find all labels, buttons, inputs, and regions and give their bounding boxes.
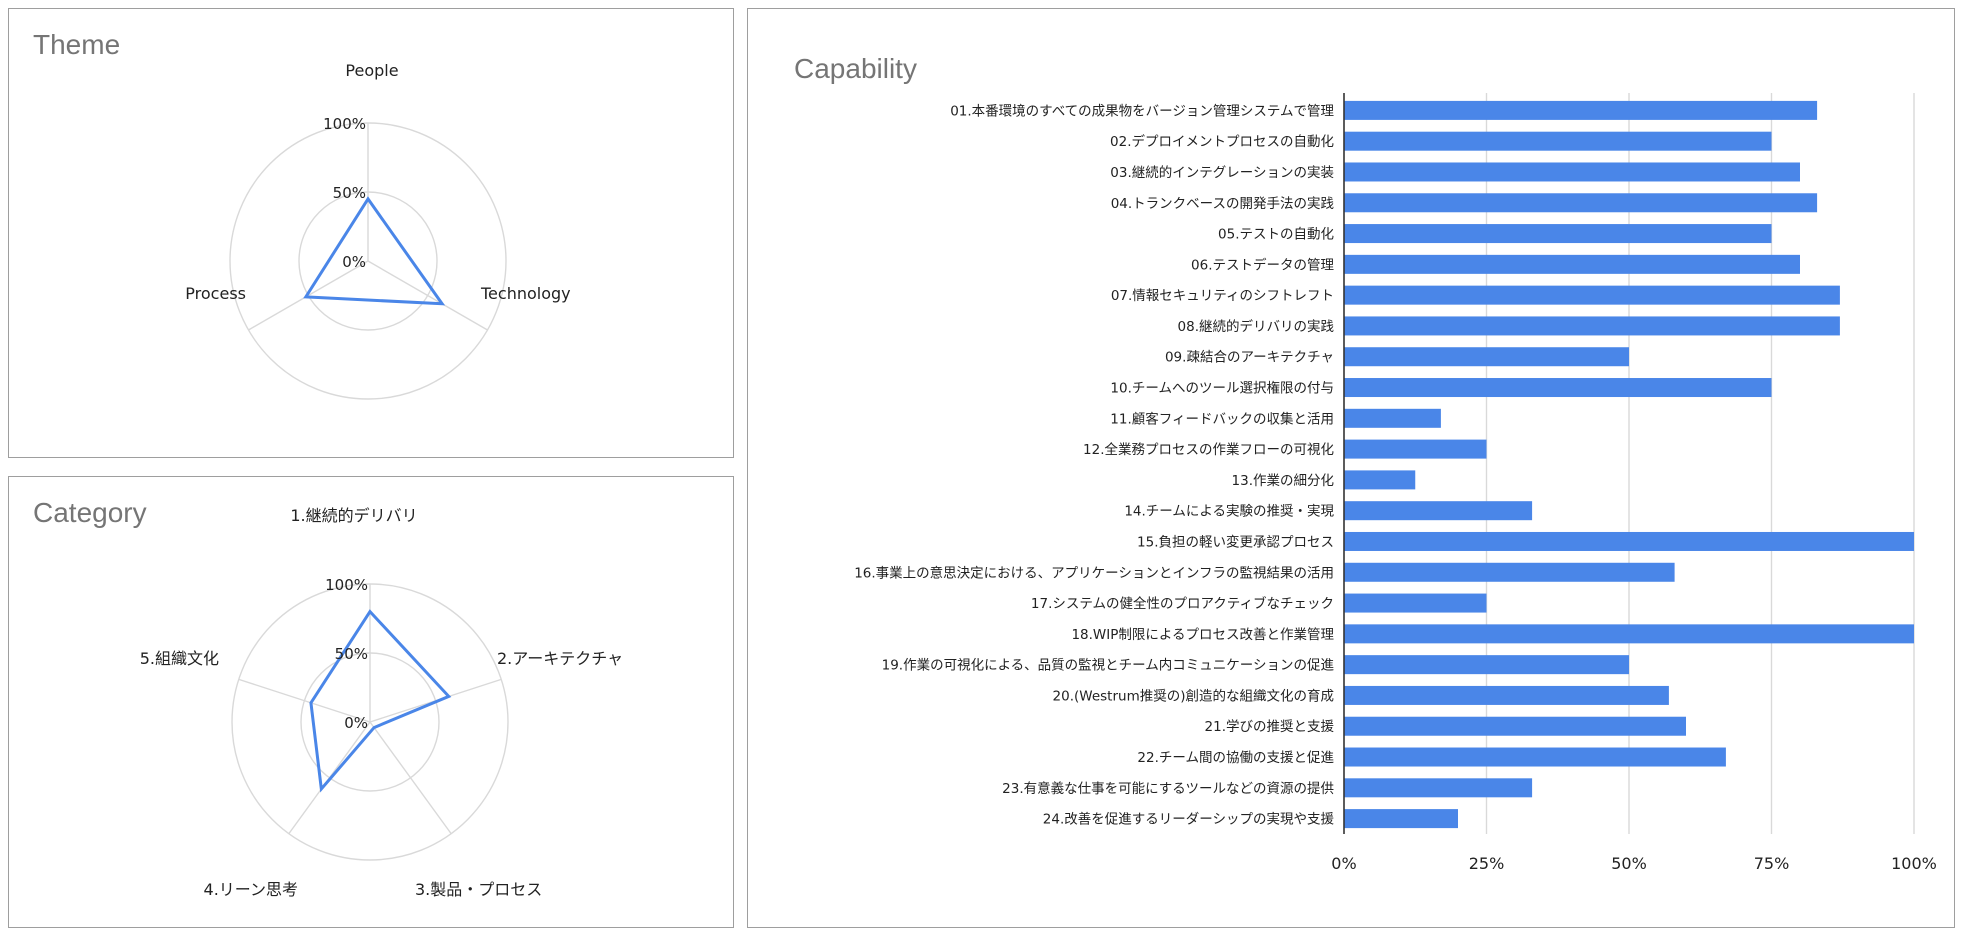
bar-x-tick-label: 75% xyxy=(1754,854,1790,873)
capability-category-label: 19.作業の可視化による、品質の監視とチーム内コミュニケーションの促進 xyxy=(882,657,1335,674)
radar-axis-label: 4.リーン思考 xyxy=(204,880,298,899)
capability-bar xyxy=(1344,624,1914,644)
category-title: Category xyxy=(33,497,147,528)
capability-category-label: 24.改善を促進するリーダーシップの実現や支援 xyxy=(1043,812,1335,828)
capability-category-label: 22.チーム間の協働の支援と促進 xyxy=(1137,750,1334,766)
capability-bar xyxy=(1344,716,1686,736)
capability-category-label: 07.情報セキュリティのシフトレフト xyxy=(1111,288,1334,304)
radar-spoke xyxy=(238,678,371,723)
bar-x-tick-label: 0% xyxy=(1331,854,1356,873)
capability-bar xyxy=(1344,316,1840,336)
capability-title: Capability xyxy=(794,53,917,84)
capability-bar xyxy=(1344,254,1800,274)
capability-category-label: 10.チームへのツール選択権限の付与 xyxy=(1110,380,1334,397)
radar-spoke xyxy=(367,260,488,331)
capability-category-label: 16.事業上の意思決定における、アプリケーションとインフラの監視結果の活用 xyxy=(854,564,1334,581)
capability-bar xyxy=(1344,347,1629,367)
theme-title: Theme xyxy=(33,29,121,60)
capability-category-label: 04.トランクベースの開発手法の実践 xyxy=(1111,196,1335,212)
capability-bar xyxy=(1344,193,1818,213)
capability-category-label: 21.学びの推奨と支援 xyxy=(1205,719,1335,735)
capability-category-label: 23.有意義な仕事を可能にするツールなどの資源の提供 xyxy=(1002,780,1334,797)
capability-bar xyxy=(1344,439,1487,459)
radar-axis-label: 3.製品・プロセス xyxy=(415,880,542,899)
capability-bar xyxy=(1344,593,1487,613)
capability-bar xyxy=(1344,778,1533,798)
bar-x-tick-label: 25% xyxy=(1469,854,1505,873)
capability-category-label: 08.継続的デリバリの実践 xyxy=(1178,318,1335,335)
capability-bar xyxy=(1344,562,1675,582)
radar-tick-label: 0% xyxy=(344,714,368,732)
radar-axis-label: 5.組織文化 xyxy=(140,649,219,668)
radar-series-polygon xyxy=(309,609,452,793)
capability-bar-chart: 0% 25% 50% 75% 100% 01.本番環境のすべての成果物をバージョン管理シス… xyxy=(854,93,1937,873)
capability-category-label: 03.継続的インテグレーションの実装 xyxy=(1110,165,1334,181)
theme-radar-chart: 0% 50% 100% People Technology Process xyxy=(185,61,571,400)
capability-bar xyxy=(1344,378,1772,398)
radar-tick-label: 100% xyxy=(323,115,366,133)
capability-bar xyxy=(1344,131,1772,151)
theme-panel: Theme 0% 50% 100% People Technology Process xyxy=(8,8,734,458)
capability-bar xyxy=(1344,685,1669,705)
capability-bar xyxy=(1344,224,1772,244)
radar-tick-label: 50% xyxy=(335,645,368,663)
radar-spoke xyxy=(369,721,452,835)
bar-x-tick-label: 50% xyxy=(1611,854,1647,873)
capability-bar xyxy=(1344,809,1458,829)
capability-bar xyxy=(1344,100,1818,120)
capability-category-label: 17.システムの健全性のプロアクティブなチェック xyxy=(1031,595,1334,612)
radar-axis-label: 2.アーキテクチャ xyxy=(497,649,623,668)
capability-bar xyxy=(1344,531,1914,551)
radar-axis-label: People xyxy=(345,61,398,80)
radar-axis-label: Process xyxy=(185,284,246,303)
capability-bar xyxy=(1344,470,1416,490)
bar-x-tick-label: 100% xyxy=(1891,854,1937,873)
capability-bar xyxy=(1344,162,1800,182)
radar-series-polygon xyxy=(303,196,446,306)
radar-tick-label: 100% xyxy=(325,576,368,594)
radar-axis-label: 1.継続的デリバリ xyxy=(290,506,417,525)
capability-category-label: 12.全業務プロセスの作業フローの可視化 xyxy=(1083,441,1334,458)
capability-bar xyxy=(1344,501,1533,521)
capability-bar xyxy=(1344,408,1441,428)
capability-category-label: 14.チームによる実験の推奨・実現 xyxy=(1124,504,1334,520)
capability-category-label: 13.作業の細分化 xyxy=(1232,473,1334,489)
capability-category-label: 06.テストデータの管理 xyxy=(1191,256,1334,273)
capability-category-label: 18.WIP制限によるプロセス改善と作業管理 xyxy=(1071,627,1334,643)
capability-panel: Capability 0% 25% 50% 75% 100% 01.本番環境のすべての成果… xyxy=(747,8,1955,928)
capability-bar xyxy=(1344,747,1726,767)
capability-category-label: 09.疎結合のアーキテクチャ xyxy=(1165,350,1334,366)
capability-category-label: 02.デプロイメントプロセスの自動化 xyxy=(1110,133,1334,150)
radar-axis-label: Technology xyxy=(480,284,571,303)
capability-category-label: 20.(Westrum推奨の)創造的な組織文化の育成 xyxy=(1053,688,1334,704)
capability-category-label: 15.負担の軽い変更承認プロセス xyxy=(1137,533,1334,550)
capability-bar xyxy=(1344,285,1840,305)
category-panel: Category 0% 50% 100% 1.継続的デリバリ 2.アーキテクチャ 3.製品… xyxy=(8,476,734,928)
capability-category-label: 01.本番環境のすべての成果物をバージョン管理システムで管理 xyxy=(950,103,1334,119)
capability-category-label: 05.テストの自動化 xyxy=(1218,227,1334,243)
radar-tick-label: 0% xyxy=(342,253,366,271)
capability-bar xyxy=(1344,655,1629,675)
category-radar-chart: 0% 50% 100% 1.継続的デリバリ 2.アーキテクチャ 3.製品・プロセス 4.リー… xyxy=(140,506,623,899)
capability-category-label: 11.顧客フィードバックの収集と活用 xyxy=(1110,410,1334,427)
radar-tick-label: 50% xyxy=(333,184,366,202)
